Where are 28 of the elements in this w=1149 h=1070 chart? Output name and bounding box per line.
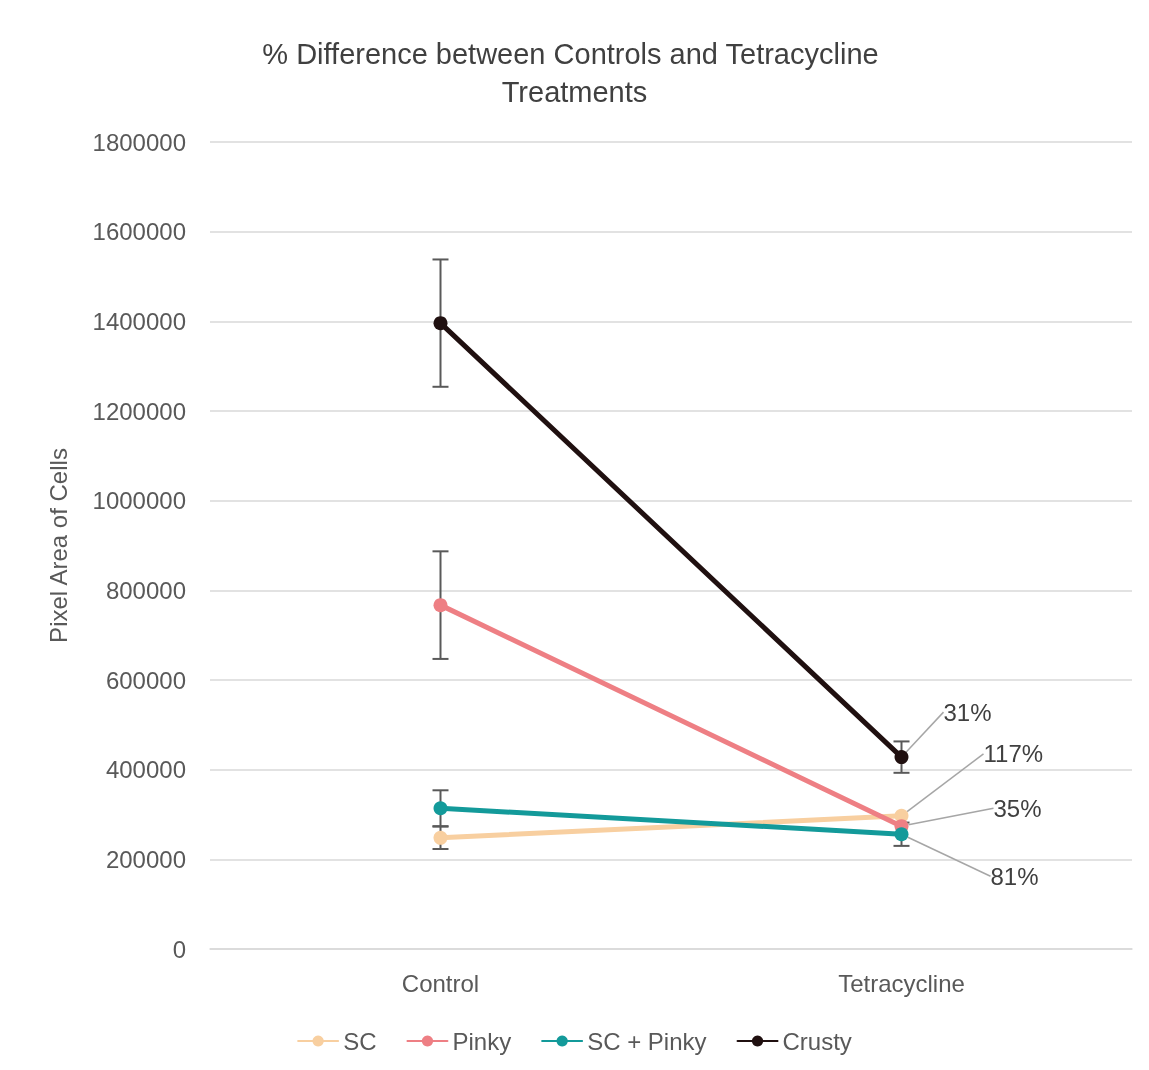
y-tick-label: 1000000	[92, 487, 186, 515]
legend-label: Crusty	[782, 1027, 852, 1055]
point	[433, 801, 448, 816]
y-tick-label: 1400000	[92, 307, 186, 335]
point	[894, 827, 909, 842]
point	[433, 830, 448, 845]
point	[433, 316, 448, 331]
chart-title: % Difference between Controls and Tetracycline Treatments	[262, 38, 887, 108]
legend-label: SC + Pinky	[587, 1027, 707, 1055]
y-tick-label: 600000	[105, 666, 186, 694]
legend-label: Pinky	[452, 1027, 512, 1055]
y-tick-label: 0	[172, 935, 186, 963]
y-tick-label: 800000	[105, 576, 186, 604]
annotation: 81%	[990, 862, 1039, 890]
y-tick-label: 1600000	[92, 218, 186, 246]
y-tick-label: 200000	[105, 845, 186, 873]
y-tick-label: 1200000	[92, 397, 186, 425]
x-tick-label: Tetracycline	[838, 969, 965, 997]
annotation: 117%	[983, 740, 1044, 768]
annotation: 31%	[943, 698, 992, 726]
x-tick-label: Control	[401, 969, 480, 997]
point	[894, 750, 909, 765]
y-tick-label: 400000	[105, 756, 186, 784]
y-tick-label: 1800000	[92, 128, 186, 156]
annotation: 35%	[993, 794, 1042, 822]
point	[433, 598, 448, 613]
y-axis-title: Pixel Area of Cells	[44, 448, 72, 643]
legend-label: SC	[343, 1027, 377, 1055]
